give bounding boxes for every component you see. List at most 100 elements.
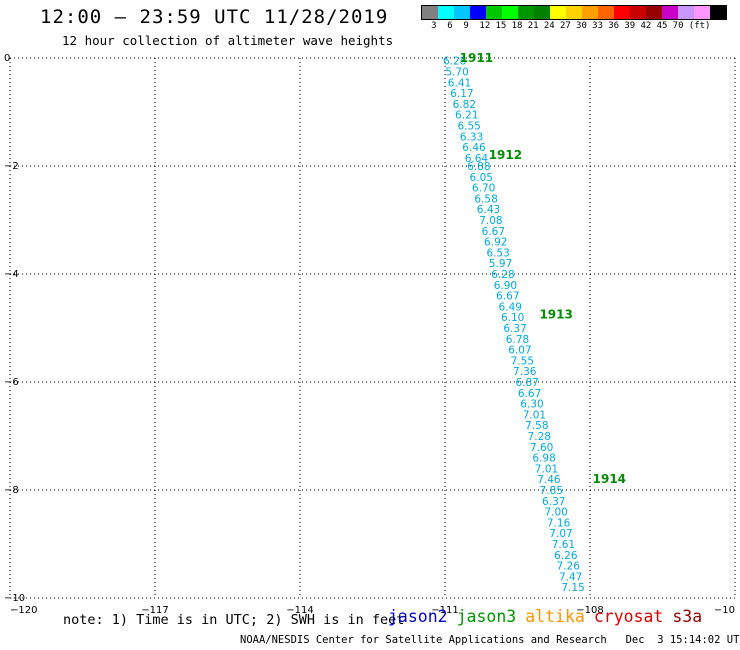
wave-height-value: 6.21 — [455, 110, 478, 122]
wave-height-value: 7.01 — [523, 409, 546, 421]
wave-height-value: 7.58 — [525, 420, 548, 432]
wave-height-value: 6.49 — [499, 301, 522, 313]
color-scale-label: 39 — [624, 21, 636, 31]
wave-height-value: 6.17 — [450, 88, 473, 100]
color-scale-bar — [421, 5, 727, 20]
wave-height-value: 6.28 — [491, 269, 514, 281]
color-scale-label: 70 — [672, 21, 684, 31]
color-swatch — [534, 6, 550, 19]
color-swatch — [470, 6, 486, 19]
y-tick-label: −2 — [4, 161, 19, 172]
wave-height-value: 7.01 — [535, 463, 558, 475]
wave-height-value: 7.07 — [549, 528, 572, 540]
color-scale-label: 27 — [559, 21, 571, 31]
wave-height-value: 6.58 — [474, 193, 497, 205]
wave-height-value: 6.37 — [503, 323, 526, 335]
color-swatch — [486, 6, 502, 19]
footer-note: note: 1) Time is in UTC; 2) SWH is in fe… — [63, 612, 405, 628]
color-swatch — [678, 6, 694, 19]
wave-height-value: 6.82 — [453, 99, 476, 111]
wave-height-value: 7.47 — [559, 571, 582, 583]
satellite-altika: altika — [525, 607, 585, 626]
color-swatch — [454, 6, 470, 19]
page-title: 12:00 – 23:59 UTC 11/28/2019 — [40, 6, 389, 28]
color-swatch — [438, 6, 454, 19]
wave-height-value: 6.37 — [542, 496, 565, 508]
wave-height-value: 7.15 — [561, 582, 584, 594]
color-swatch — [710, 6, 726, 19]
wave-height-value: 7.46 — [537, 474, 561, 486]
wave-height-value: 7.85 — [540, 485, 563, 497]
satellite-jason3: jason3 — [456, 607, 517, 626]
wave-height-value: 6.30 — [520, 399, 543, 411]
color-swatch — [662, 6, 678, 19]
color-scale-label: (ft) — [688, 21, 711, 31]
color-scale-labels: 3 6 9 12 15 18 21 24 27 30 33 36 39 42 45 70 (ft) — [421, 21, 740, 33]
color-swatch — [502, 6, 518, 19]
color-swatch — [630, 6, 646, 19]
wave-height-value: 7.00 — [544, 507, 567, 519]
wave-height-value: 7.61 — [552, 539, 575, 551]
x-tick-label: −117 — [141, 605, 168, 616]
satellite-legend: jason2 jason3 altika cryosat s3a — [388, 607, 711, 626]
wave-height-value: 6.98 — [532, 453, 555, 465]
color-scale-label: 3 — [431, 21, 437, 31]
color-scale-label: 42 — [640, 21, 652, 31]
x-tick-label: −120 — [10, 605, 37, 616]
color-scale-label: 36 — [608, 21, 620, 31]
wave-height-value: 6.28 — [443, 56, 466, 68]
wave-height-value: 5.97 — [489, 258, 512, 270]
satellite-s3a: s3a — [672, 607, 703, 626]
footer-credit: NOAA/NESDIS Center for Satellite Applica… — [240, 634, 740, 646]
wave-height-value: 6.67 — [518, 388, 541, 400]
y-tick-label: −6 — [4, 377, 19, 388]
wave-height-value: 6.67 — [496, 291, 519, 303]
color-swatch — [598, 6, 614, 19]
time-label: 1914 — [593, 472, 626, 486]
color-swatch — [566, 6, 582, 19]
color-scale-label: 15 — [495, 21, 507, 31]
wave-height-value: 6.43 — [477, 204, 500, 216]
color-scale-label: 9 — [463, 21, 469, 31]
color-scale-label: 33 — [592, 21, 603, 31]
wave-height-value: 6.05 — [470, 172, 493, 184]
x-tick-label: −111 — [431, 605, 458, 616]
satellite-cryosat: cryosat — [593, 607, 664, 626]
wave-height-value: 7.26 — [557, 561, 581, 573]
y-tick-label: −8 — [4, 485, 19, 496]
wave-height-value: 6.46 — [462, 142, 486, 154]
y-tick-label: 0 — [4, 53, 10, 64]
wave-height-value: 6.92 — [484, 237, 507, 249]
wave-height-value: 7.60 — [530, 442, 553, 454]
color-swatch — [550, 6, 566, 19]
time-label: 1913 — [539, 308, 572, 322]
satellite-jason2: jason2 — [388, 607, 448, 626]
wave-height-value: 6.26 — [554, 550, 578, 562]
time-label: 1912 — [489, 148, 522, 162]
wave-height-value: 7.16 — [547, 517, 571, 529]
color-scale-label: 6 — [447, 21, 453, 31]
wave-height-value: 5.70 — [445, 67, 468, 79]
color-swatch — [422, 6, 438, 19]
color-swatch — [614, 6, 630, 19]
page-subtitle: 12 hour collection of altimeter wave hei… — [62, 33, 394, 48]
time-label: 1911 — [460, 51, 493, 65]
color-swatch — [694, 6, 710, 19]
wave-height-value: 6.64 — [465, 153, 489, 165]
wave-height-value: 6.41 — [448, 77, 471, 89]
wave-height-value: 6.70 — [472, 183, 495, 195]
x-tick-label: −108 — [576, 605, 603, 616]
wave-height-value: 6.90 — [494, 280, 517, 292]
wave-height-value: 6.10 — [501, 312, 524, 324]
wave-height-value: 6.88 — [467, 161, 490, 173]
wave-height-value: 6.55 — [457, 121, 480, 133]
color-swatch — [582, 6, 598, 19]
wave-height-value: 7.08 — [479, 215, 502, 227]
wave-height-value: 7.55 — [511, 355, 534, 367]
x-tick-label: −10 — [714, 605, 735, 616]
wave-height-value: 6.78 — [506, 334, 529, 346]
color-swatch — [518, 6, 534, 19]
color-scale-label: 18 — [511, 21, 523, 31]
y-tick-label: −4 — [4, 269, 19, 280]
color-scale-label: 21 — [527, 21, 539, 31]
